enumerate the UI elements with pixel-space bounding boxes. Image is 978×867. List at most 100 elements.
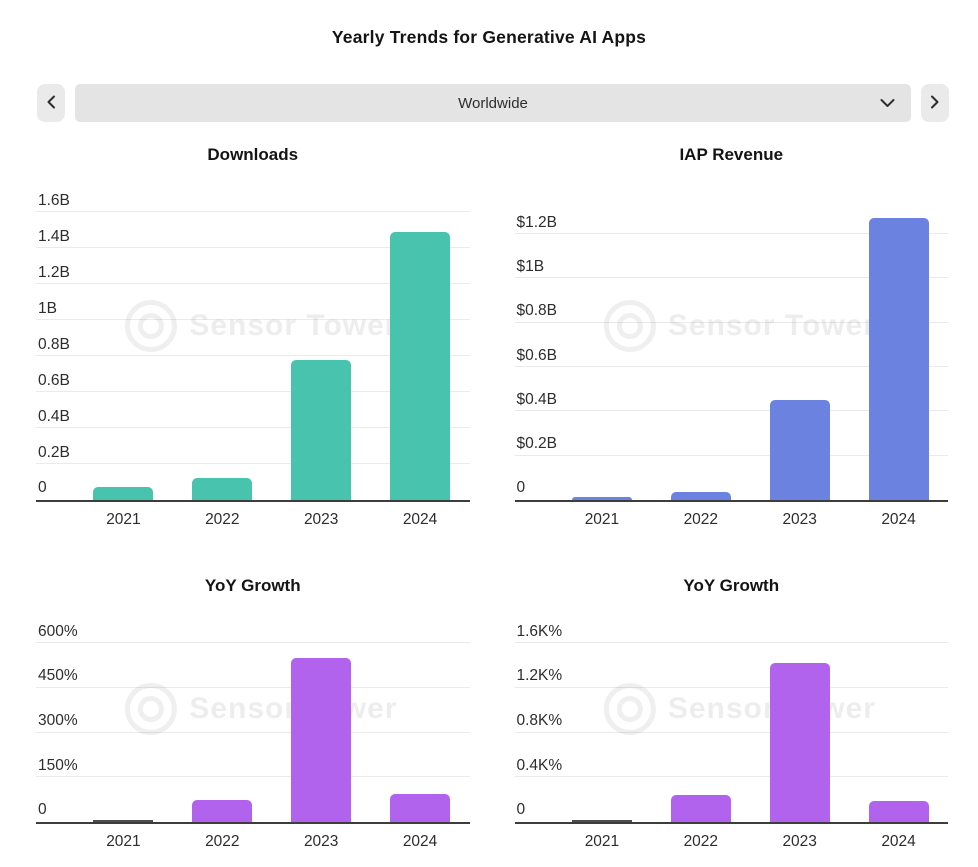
bar-column	[74, 621, 173, 822]
gridline	[514, 454, 948, 456]
bar-2023[interactable]	[291, 657, 352, 822]
x-axis-label: 2023	[782, 511, 817, 528]
bar-column	[849, 621, 948, 822]
chevron-down-icon	[880, 99, 895, 108]
chart-title: YoY Growth	[204, 576, 301, 595]
gridline	[514, 366, 948, 367]
chart-plot: 0 $0.2B $0.4B $0.6B $0.8B $1B $1.2B Sensor Towe…	[514, 190, 949, 502]
gridline	[514, 776, 948, 778]
bar-column	[173, 190, 272, 500]
gridline	[514, 277, 948, 279]
region-selector-row: Worldwide	[37, 84, 949, 122]
chart-title: IAP Revenue	[679, 145, 784, 164]
y-axis-tick: 1.6K%	[516, 622, 563, 640]
gridline	[36, 776, 470, 778]
bar-column	[272, 190, 371, 500]
chart-yoy-growth-downloads: YoY Growth 0 150% 300% 450% 600% Sensor Tower…	[36, 576, 470, 858]
chart-iap-revenue: IAP Revenue 0 $0.2B $0.4B $0.6B $0.8B $1B $1.2…	[514, 145, 949, 536]
region-dropdown[interactable]: Worldwide	[75, 84, 911, 122]
y-axis-tick: $1.2B	[516, 213, 558, 231]
bar-2022[interactable]	[192, 799, 253, 822]
bars-row	[553, 190, 949, 500]
bar-2024[interactable]	[390, 793, 451, 822]
chart-yoy-growth-revenue: YoY Growth 0 0.4K% 0.8K% 1.2K% 1.6K% Sensor T…	[514, 576, 949, 858]
x-axis-label: 2024	[402, 511, 438, 528]
bar-column	[74, 190, 173, 500]
x-axis-label: 2022	[683, 511, 719, 528]
x-axis-label: 2022	[205, 511, 240, 528]
x-axis: 2021 2022 2023 2024	[553, 824, 949, 858]
y-axis-tick: $0.4B	[516, 390, 558, 408]
y-axis-tick: 0	[38, 800, 47, 818]
chart-plot: 0 0.2B 0.4B 0.6B 0.8B 1B 1.2B 1.4B 1.6B Sensor To…	[36, 190, 470, 502]
next-region-button[interactable]	[921, 84, 949, 122]
y-axis-tick: 0.4B	[38, 407, 70, 425]
y-axis-tick: 0.8K%	[516, 712, 563, 729]
y-axis-tick: 0	[516, 800, 526, 818]
y-axis-tick: 1.2B	[38, 263, 70, 281]
bar-column	[750, 190, 849, 500]
y-axis-tick: $1B	[516, 257, 545, 275]
bar-column	[553, 621, 652, 822]
bar-2021[interactable]	[571, 496, 632, 500]
x-axis: 2021 2022 2023 2024	[553, 502, 949, 536]
x-axis-label: 2021	[584, 833, 620, 850]
x-axis: 2021 2022 2023 2024	[74, 502, 470, 536]
y-axis-tick: 300%	[38, 712, 78, 729]
gridline	[514, 410, 948, 412]
bar-2022[interactable]	[670, 492, 731, 500]
gridline	[36, 642, 470, 643]
bar-2021[interactable]	[93, 820, 154, 822]
bar-column	[371, 621, 470, 822]
bar-2022[interactable]	[192, 478, 253, 500]
y-axis-tick: $0.6B	[516, 346, 558, 364]
x-axis-label: 2021	[106, 511, 141, 528]
gridline	[36, 427, 470, 428]
y-axis-tick: 0.2B	[38, 443, 70, 461]
bars-row	[74, 621, 470, 822]
bar-column	[272, 621, 371, 822]
page-title: Yearly Trends for Generative AI Apps	[331, 27, 647, 47]
y-axis-tick: 1.2K%	[516, 667, 563, 685]
prev-region-button[interactable]	[37, 84, 65, 122]
x-axis-label: 2021	[584, 511, 620, 528]
x-axis-label: 2023	[303, 511, 339, 528]
bar-column	[173, 621, 272, 822]
bar-2024[interactable]	[868, 218, 929, 500]
gridline	[36, 463, 470, 464]
bar-column	[553, 190, 652, 500]
gridline	[36, 247, 470, 248]
x-axis-label: 2023	[782, 833, 817, 850]
charts-grid: Downloads 0 0.2B 0.4B 0.6B 0.8B 1B 1.2B 1.4B 1.6…	[0, 145, 978, 858]
chart-plot: 0 0.4K% 0.8K% 1.2K% 1.6K% Sensor Tower	[514, 621, 949, 824]
chart-plot: 0 150% 300% 450% 600% Sensor Tower	[36, 621, 470, 824]
x-axis-label: 2024	[881, 833, 916, 850]
bar-column	[651, 190, 750, 500]
bar-2024[interactable]	[390, 231, 451, 500]
gridline	[36, 731, 470, 733]
bar-2023[interactable]	[291, 359, 352, 500]
y-axis-tick: $0.2B	[516, 435, 558, 453]
chevron-left-icon	[46, 95, 56, 112]
bar-2022[interactable]	[670, 795, 731, 822]
bar-2021[interactable]	[571, 820, 632, 822]
gridline	[514, 321, 948, 323]
x-axis: 2021 2022 2023 2024	[74, 824, 470, 858]
y-axis-tick: 1B	[38, 299, 57, 317]
gridline	[514, 642, 948, 643]
y-axis-tick: 1.4B	[38, 227, 70, 245]
chart-title: YoY Growth	[683, 576, 780, 595]
bar-2023[interactable]	[769, 400, 830, 500]
y-axis-tick: 0.4K%	[516, 756, 563, 774]
gridline	[36, 391, 470, 392]
bars-row	[553, 621, 949, 822]
bar-2021[interactable]	[93, 487, 154, 500]
x-axis-label: 2024	[881, 511, 916, 528]
region-dropdown-value: Worldwide	[458, 94, 528, 112]
x-axis-label: 2021	[106, 833, 141, 850]
y-axis-tick: 0.8B	[38, 335, 70, 353]
bar-2023[interactable]	[769, 663, 830, 822]
x-axis-label: 2023	[303, 833, 339, 850]
bar-2024[interactable]	[868, 800, 929, 822]
gridline	[36, 319, 470, 320]
